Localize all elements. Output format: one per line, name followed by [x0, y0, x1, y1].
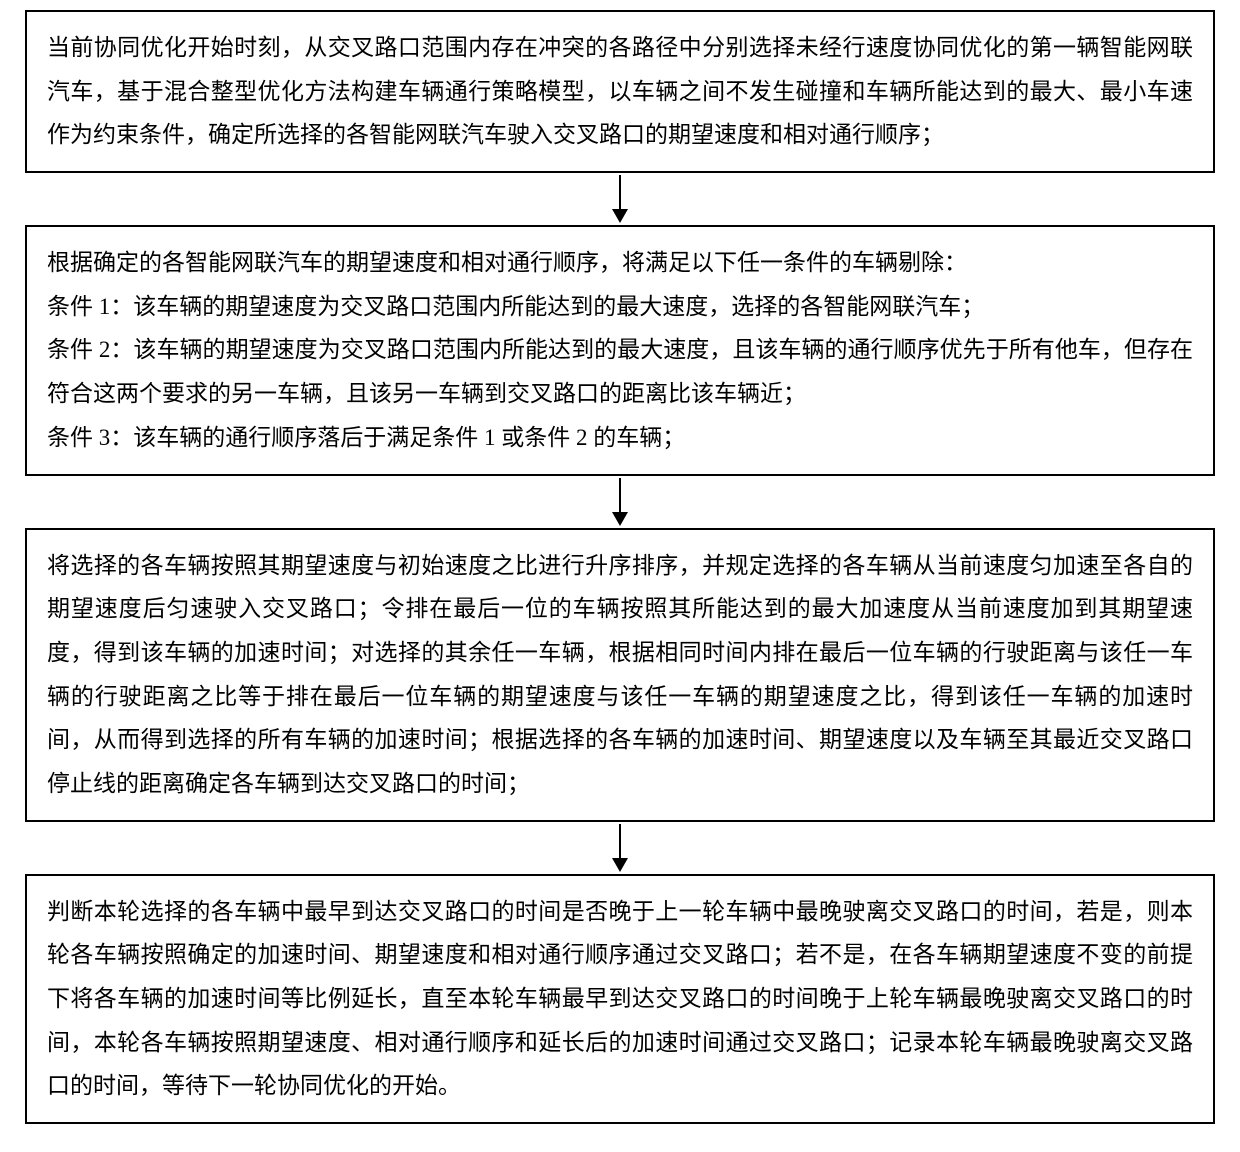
flowchart-box-4: 判断本轮选择的各车辆中最早到达交叉路口的时间是否晚于上一轮车辆中最晚驶离交叉路口… [25, 874, 1215, 1124]
arrow-2 [612, 476, 628, 528]
arrow-3 [612, 822, 628, 874]
flowchart-box-3: 将选择的各车辆按照其期望速度与初始速度之比进行升序排序，并规定选择的各车辆从当前… [25, 528, 1215, 822]
flowchart-box-1: 当前协同优化开始时刻，从交叉路口范围内存在冲突的各路径中分别选择未经行速度协同优… [25, 10, 1215, 173]
arrow-head-icon [612, 209, 628, 223]
arrow-line-icon [619, 478, 621, 512]
arrow-head-icon [612, 858, 628, 872]
flowchart-container: 当前协同优化开始时刻，从交叉路口范围内存在冲突的各路径中分别选择未经行速度协同优… [20, 10, 1220, 1124]
arrow-head-icon [612, 512, 628, 526]
arrow-line-icon [619, 175, 621, 209]
flowchart-box-2: 根据确定的各智能网联汽车的期望速度和相对通行顺序，将满足以下任一条件的车辆剔除：… [25, 225, 1215, 475]
arrow-1 [612, 173, 628, 225]
arrow-line-icon [619, 824, 621, 858]
